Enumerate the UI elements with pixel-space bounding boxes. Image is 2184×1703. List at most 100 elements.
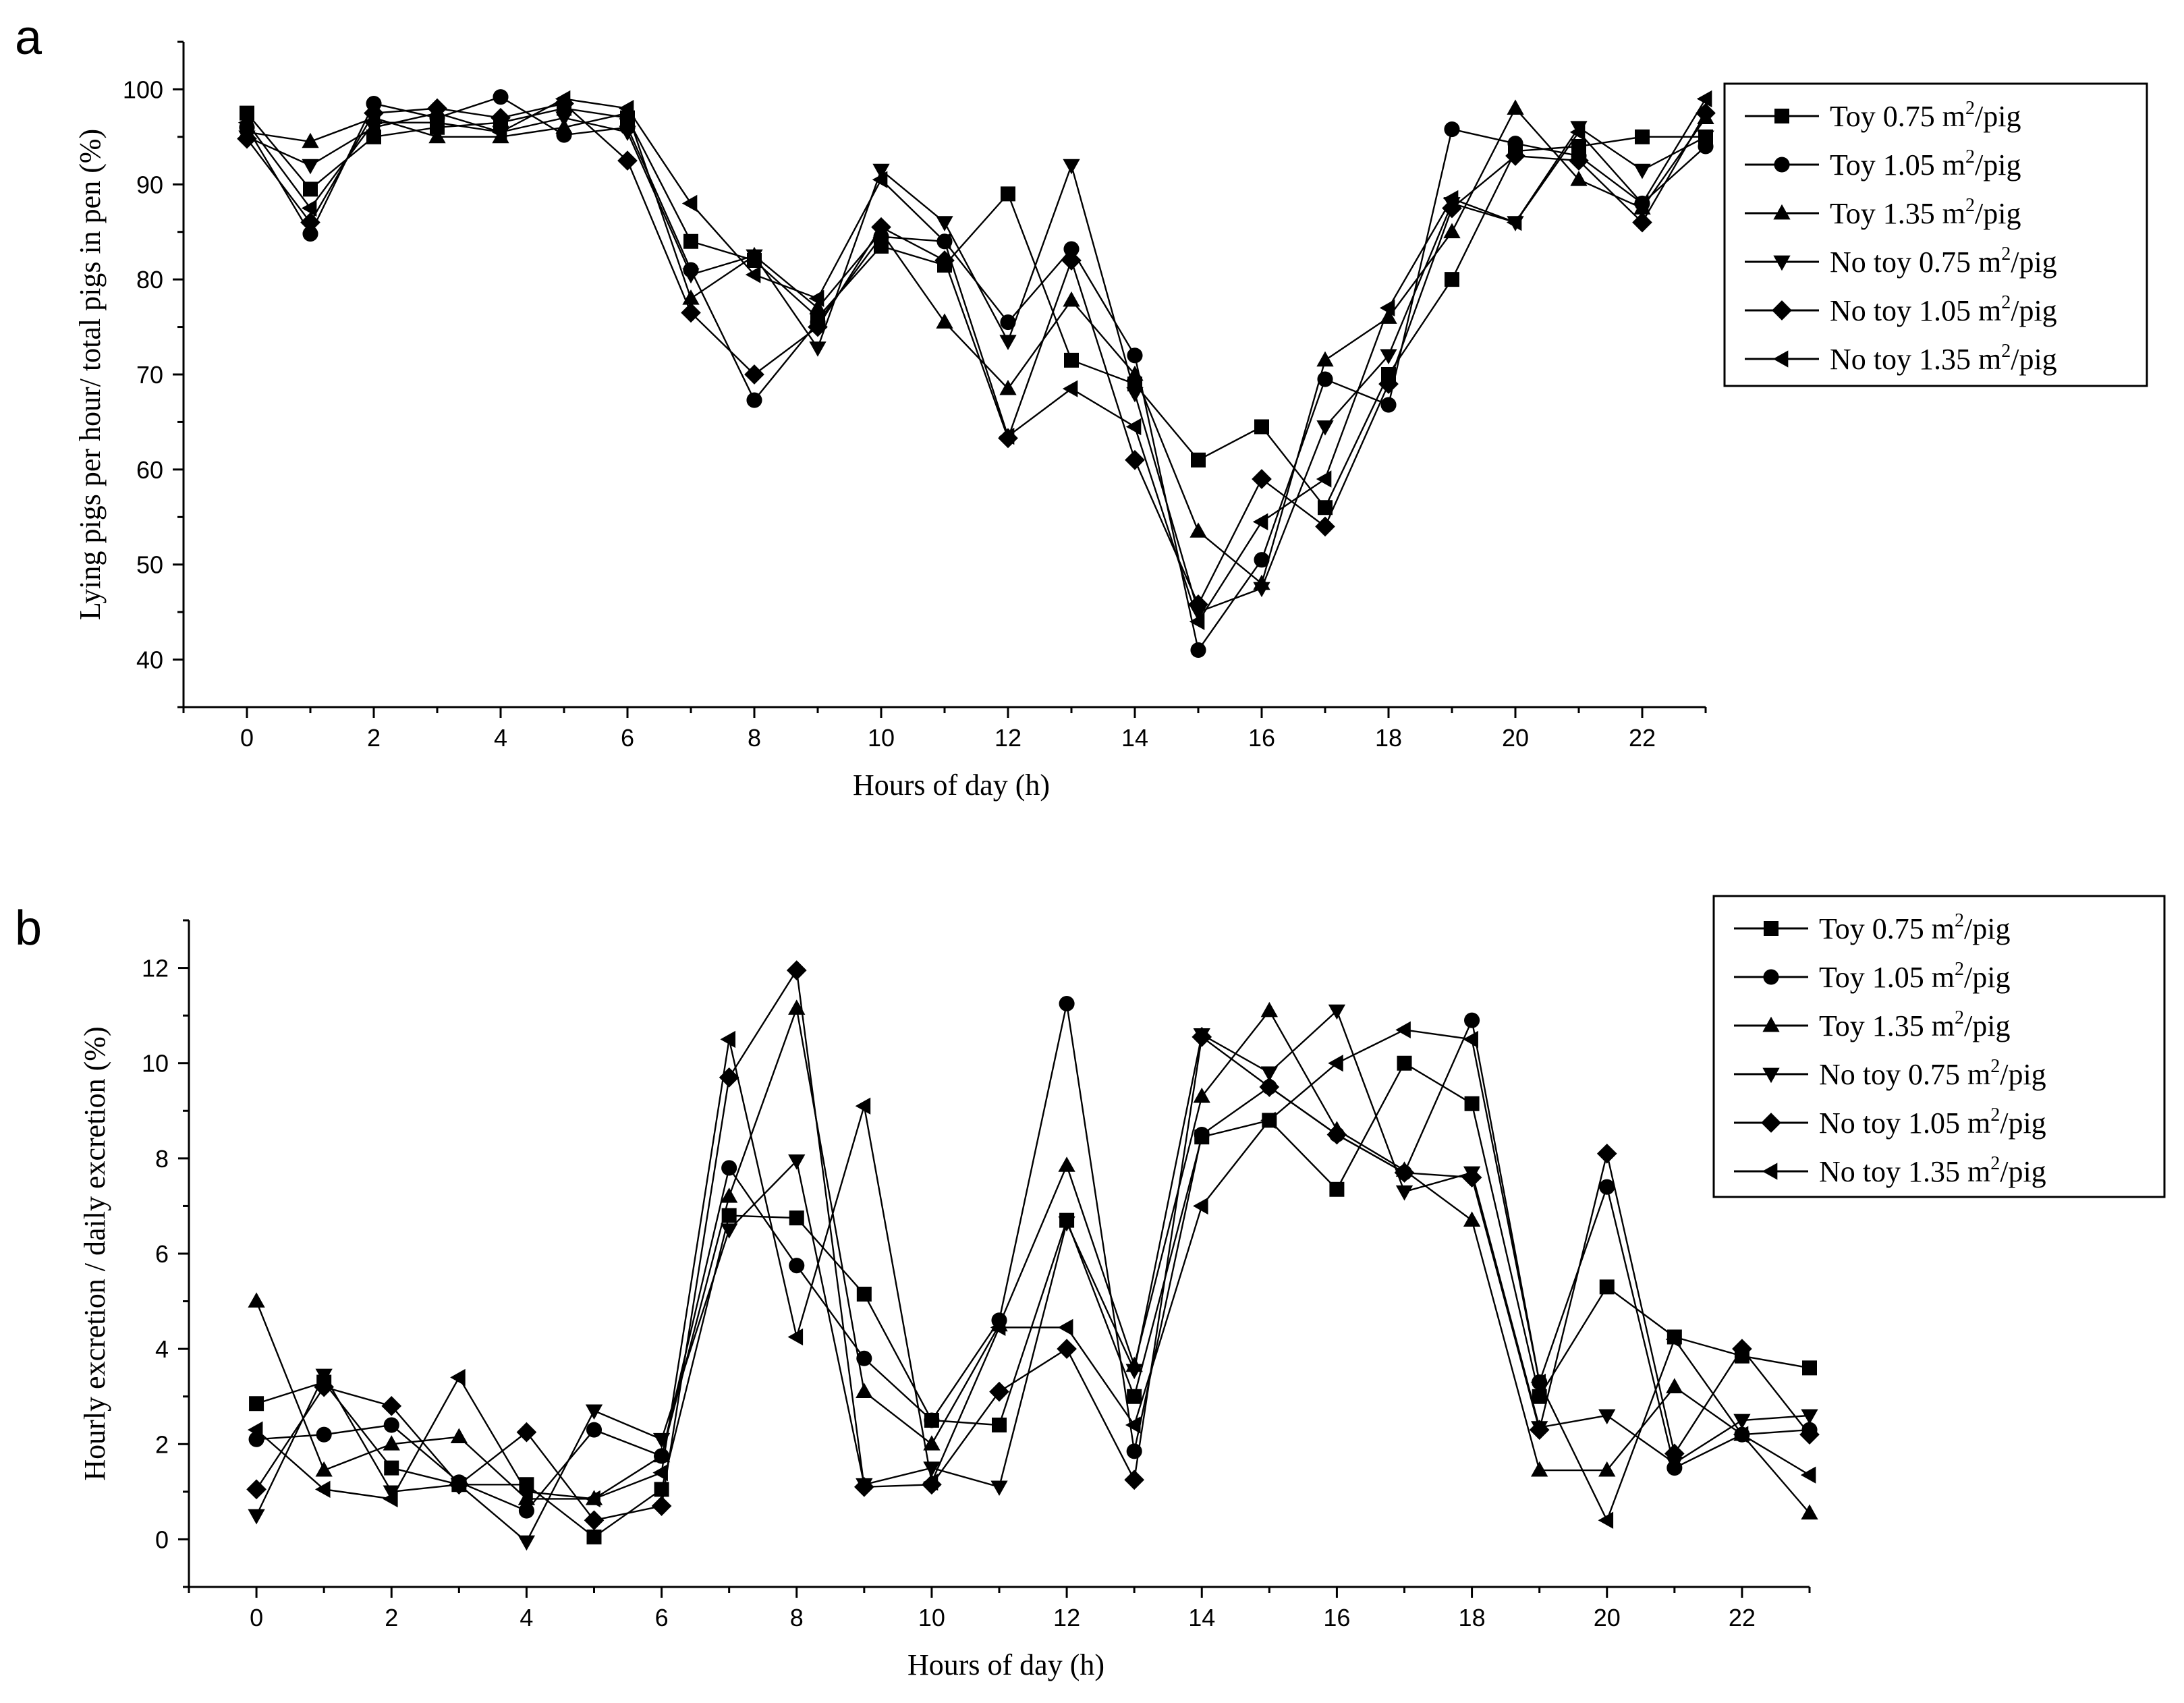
data-point-triangle-up: [383, 1435, 400, 1451]
data-point-diamond: [744, 364, 764, 385]
data-point-triangle-left: [1733, 1426, 1749, 1443]
data-point-circle: [316, 1426, 332, 1443]
data-point-circle: [302, 225, 318, 242]
data-point-triangle-left: [1328, 1055, 1343, 1072]
data-point-triangle-down: [936, 216, 953, 231]
data-point-triangle-down: [721, 1223, 738, 1239]
data-point-diamond: [1057, 1339, 1077, 1359]
legend-entry: No toy 1.05 m2/pig: [1819, 1105, 2046, 1140]
panel-b-letter: b: [15, 901, 42, 955]
x-tick-label: 20: [1594, 1604, 1621, 1631]
panel-a: a 0 2 4 6 8 10 12 14 16 18 20 22 40 50 60 70 80 90 100 Hour…: [15, 11, 2148, 802]
data-point-circle: [1063, 241, 1080, 257]
y-tick-label: 40: [136, 646, 163, 674]
data-point-triangle-up: [450, 1428, 468, 1444]
data-point-diamond: [1315, 516, 1335, 537]
data-point-diamond: [989, 1381, 1009, 1402]
data-point-triangle-down: [923, 1461, 941, 1477]
y-tick-label: 0: [155, 1526, 169, 1553]
data-point-triangle-up: [1260, 1001, 1278, 1017]
data-point-triangle-left: [237, 114, 254, 132]
data-point-diamond: [300, 212, 320, 233]
series-diamond: [237, 93, 1716, 615]
data-point-diamond: [1569, 150, 1589, 171]
data-point-triangle-left: [681, 194, 698, 213]
legend-marker-circle: [1774, 157, 1790, 173]
legend-entry: Toy 1.05 m2/pig: [1830, 146, 2021, 182]
data-point-triangle-left: [720, 1030, 736, 1049]
x-tick-label: 16: [1248, 724, 1275, 752]
legend-marker-square: [1764, 921, 1779, 936]
data-point-triangle-down: [746, 249, 763, 265]
data-point-triangle-down: [1126, 387, 1144, 403]
data-point-diamond: [381, 1395, 402, 1416]
data-point-triangle-up: [248, 1292, 265, 1308]
data-point-square: [303, 182, 318, 197]
data-point-square: [1064, 352, 1079, 368]
data-point-triangle-left: [301, 199, 317, 217]
data-point-triangle-left: [1252, 513, 1268, 530]
data-point-square: [1464, 1096, 1480, 1111]
data-point-square: [1635, 129, 1650, 144]
x-tick-label: 10: [868, 724, 895, 752]
data-point-triangle-left: [1569, 123, 1586, 141]
data-point-circle: [746, 392, 762, 408]
data-point-triangle-up: [1443, 223, 1461, 239]
data-point-circle: [1000, 314, 1016, 331]
series-triangle-left: [237, 90, 1712, 630]
data-point-diamond: [617, 150, 638, 171]
data-point-triangle-left: [1062, 380, 1078, 397]
data-point-diamond: [1632, 212, 1652, 233]
data-point-triangle-left: [922, 1474, 939, 1491]
data-point-triangle-up: [856, 1383, 873, 1399]
data-point-triangle-down: [1328, 1004, 1346, 1020]
data-point-diamond: [516, 1422, 537, 1443]
data-point-triangle-down: [1633, 163, 1651, 179]
data-point-square: [1599, 1279, 1615, 1295]
legend-marker-square: [1774, 109, 1789, 123]
legend-marker-triangle-left: [1762, 1163, 1778, 1180]
series-square: [240, 101, 1713, 515]
data-point-square: [586, 1529, 602, 1544]
data-point-triangle-left: [428, 114, 444, 132]
x-tick-label: 18: [1459, 1604, 1486, 1631]
y-tick-label: 50: [136, 551, 163, 579]
data-point-triangle-up: [788, 999, 806, 1015]
data-point-diamond: [1124, 1470, 1145, 1490]
data-point-triangle-up: [1058, 1156, 1075, 1172]
data-point-triangle-left: [247, 1421, 263, 1439]
data-point-triangle-down: [1063, 159, 1080, 175]
data-point-square: [1397, 1055, 1412, 1071]
data-point-triangle-left: [935, 233, 951, 250]
data-point-diamond: [1596, 1143, 1617, 1164]
data-point-diamond: [491, 107, 511, 128]
x-tick-label: 0: [250, 1604, 263, 1631]
x-tick-label: 14: [1121, 724, 1148, 752]
series-line: [246, 98, 1707, 624]
legend-entry: No toy 0.75 m2/pig: [1819, 1056, 2046, 1091]
y-tick-label: 2: [155, 1430, 169, 1458]
data-point-triangle-up: [1193, 1087, 1210, 1103]
data-point-circle: [518, 1503, 534, 1519]
data-point-triangle-down: [1395, 1185, 1413, 1201]
data-point-square: [249, 1396, 264, 1412]
data-point-diamond: [934, 250, 955, 271]
data-point-triangle-up: [428, 128, 446, 144]
x-tick-label: 0: [240, 724, 254, 752]
data-point-triangle-up: [1063, 291, 1080, 307]
data-point-square: [789, 1210, 804, 1226]
data-point-triangle-up: [999, 379, 1017, 395]
series-triangle-left: [247, 1021, 1816, 1529]
x-tick-label: 2: [385, 1604, 398, 1631]
data-point-diamond: [1378, 374, 1399, 394]
data-point-triangle-down: [652, 1432, 671, 1449]
data-point-triangle-left: [1193, 1197, 1208, 1215]
data-point-circle: [1254, 552, 1270, 568]
data-point-triangle-left: [1057, 1318, 1073, 1337]
data-point-triangle-up: [1666, 1378, 1683, 1393]
data-point-triangle-left: [585, 1490, 600, 1508]
data-point-triangle-left: [1633, 194, 1649, 213]
x-tick-label: 6: [621, 724, 634, 752]
data-point-triangle-up: [1570, 171, 1588, 186]
data-point-square: [1329, 1181, 1345, 1197]
